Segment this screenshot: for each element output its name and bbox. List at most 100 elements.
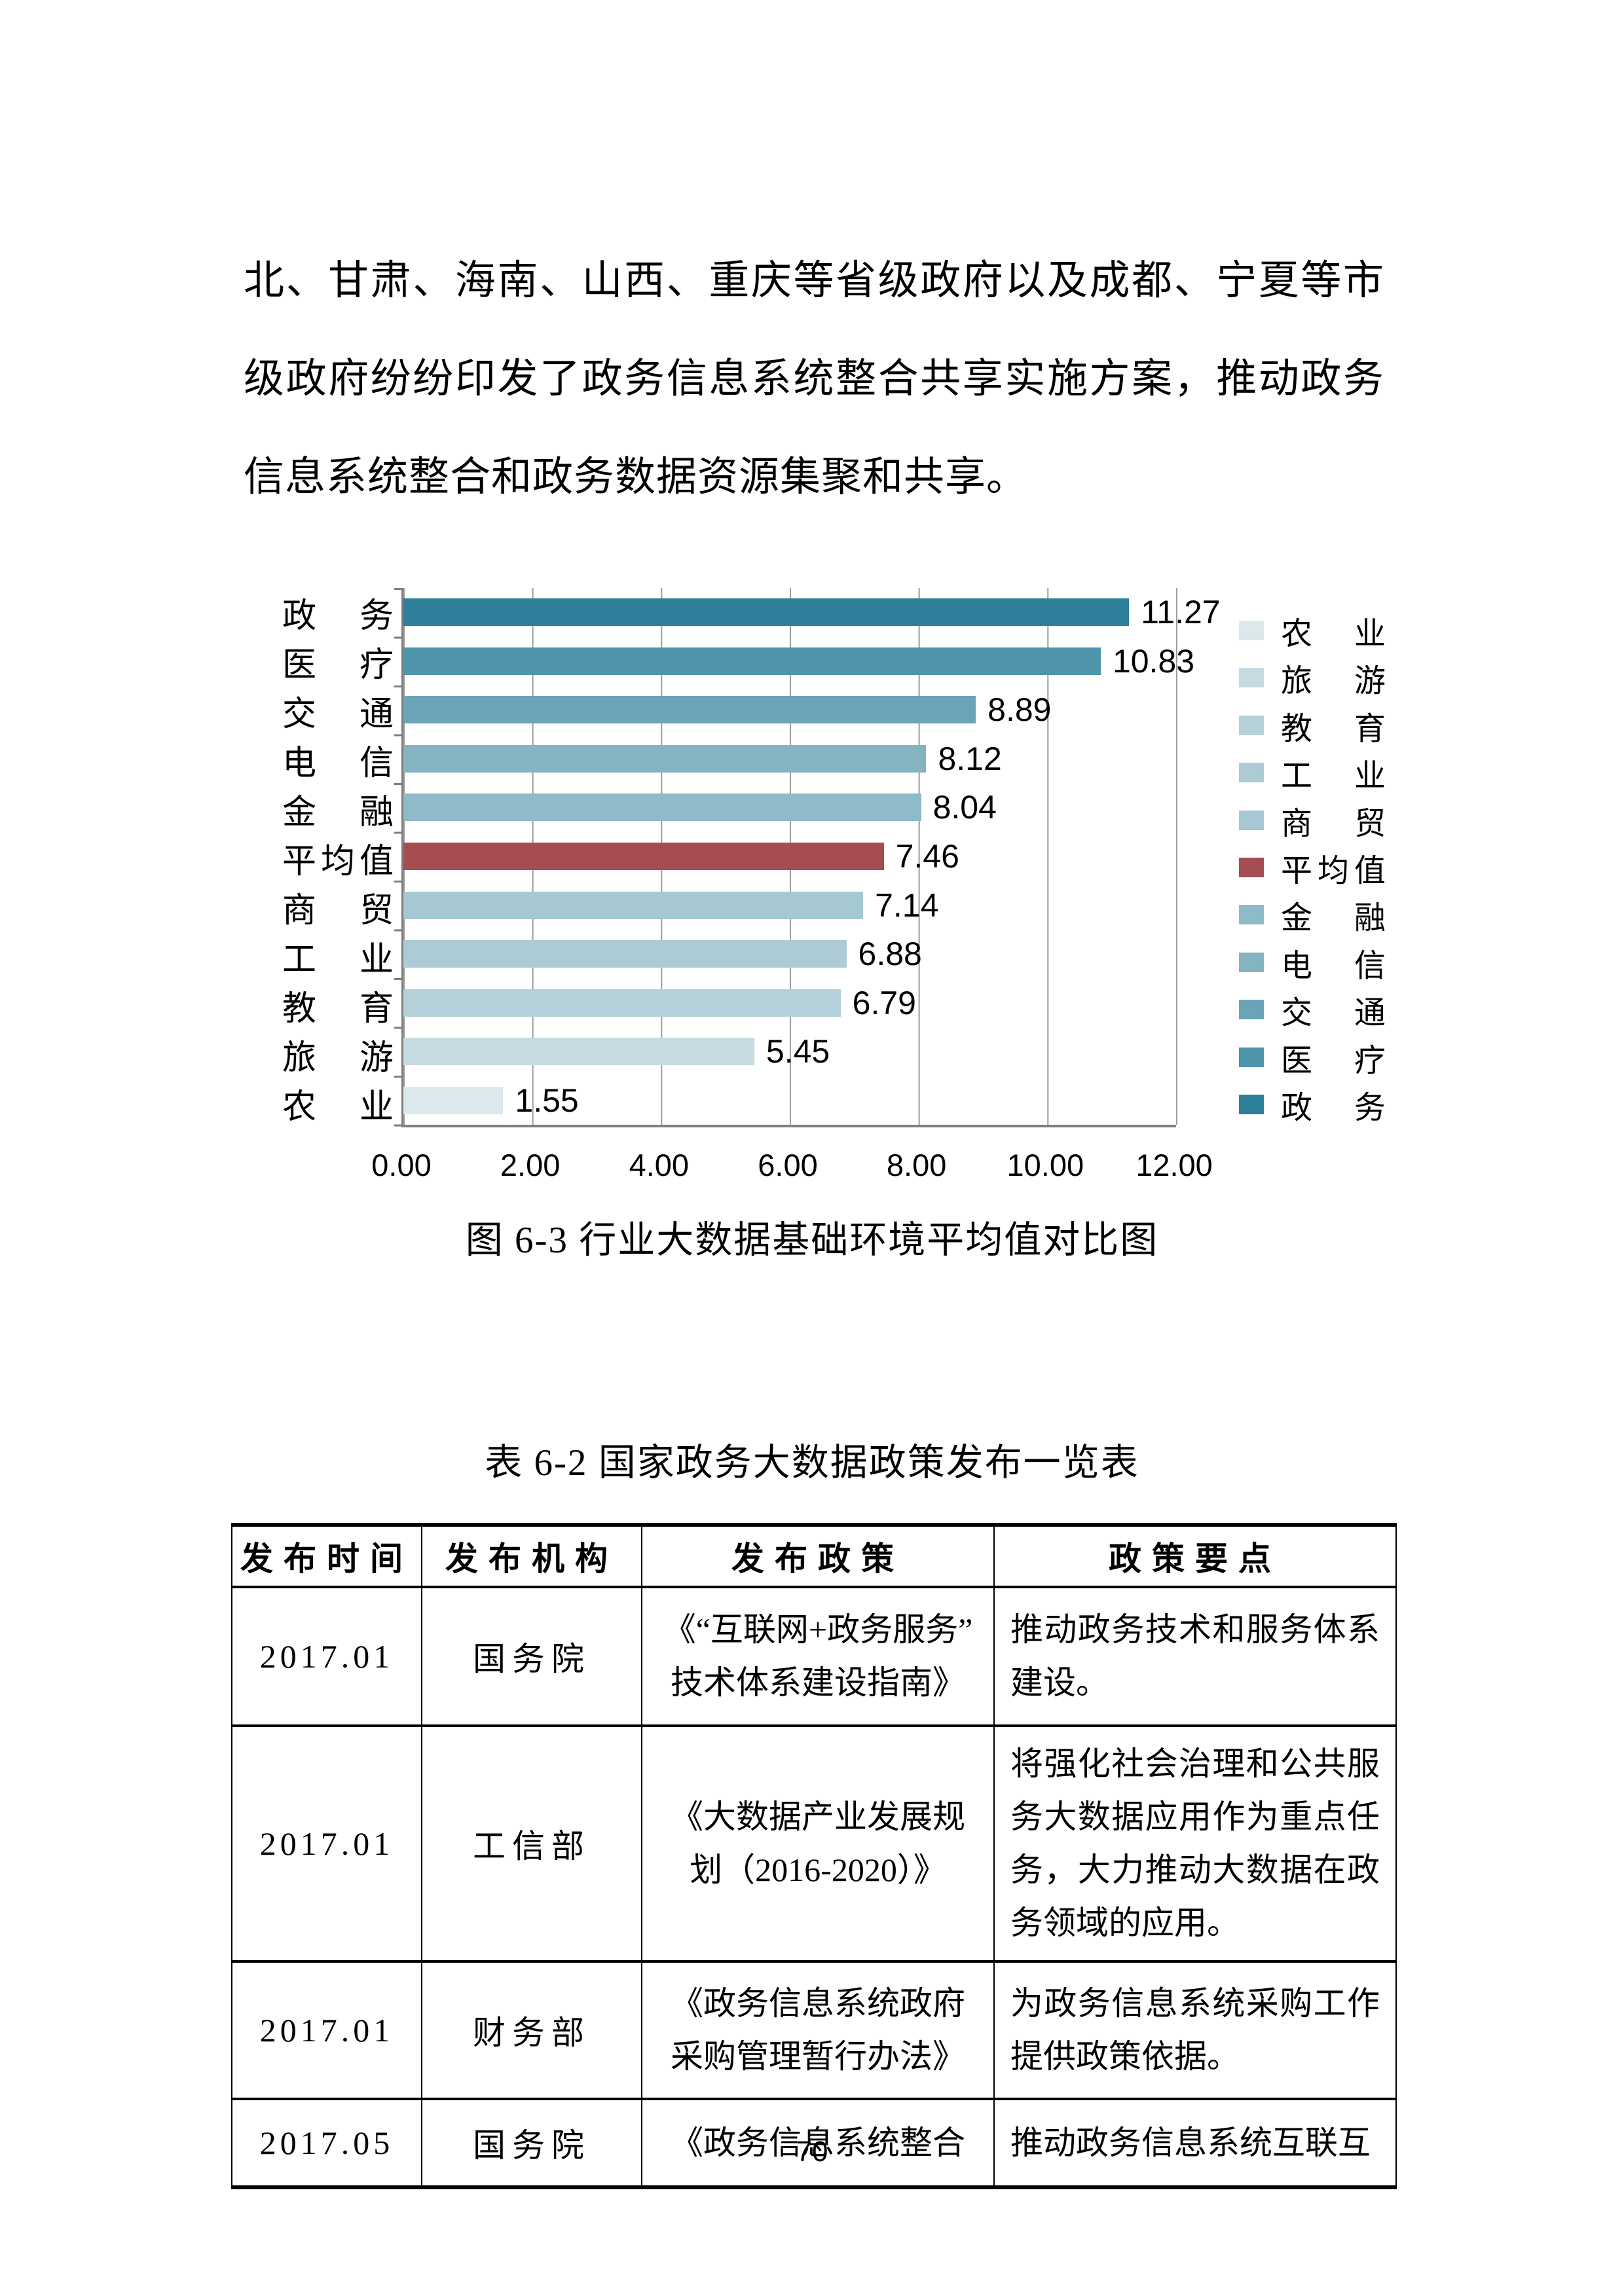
legend-label: 商贸 bbox=[1281, 806, 1386, 841]
bar-value-label: 5.45 bbox=[766, 1033, 830, 1070]
bar-教育 bbox=[403, 989, 841, 1017]
legend-label: 工业 bbox=[1281, 759, 1386, 794]
header-publish-org: 发布机构 bbox=[421, 1523, 642, 1588]
page-number: 70 bbox=[796, 2136, 828, 2168]
chart-category-label: 平均值 bbox=[282, 843, 394, 881]
legend-label: 医疗 bbox=[1281, 1043, 1386, 1078]
cell-time: 2017.01 bbox=[231, 1960, 422, 2100]
legend-label: 平均值 bbox=[1281, 853, 1386, 888]
chart-bar-row: 8.89 bbox=[403, 685, 1176, 735]
table-title: 表 6-2 国家政务大数据政策发布一览表 bbox=[485, 1442, 1139, 1484]
bar-value-label: 8.04 bbox=[932, 789, 997, 826]
chart-category-label: 商贸 bbox=[282, 892, 394, 930]
chart-bar-row: 8.04 bbox=[403, 783, 1176, 832]
legend-swatch bbox=[1239, 810, 1264, 830]
policy-table: 发布时间 发布机构 发布政策 政策要点 2017.01 国务院 《“互联网+政务… bbox=[231, 1523, 1397, 2189]
legend-swatch bbox=[1239, 1047, 1264, 1067]
legend-label: 交通 bbox=[1281, 996, 1386, 1031]
chart-category-label: 医疗 bbox=[282, 647, 394, 684]
header-policy-points: 政策要点 bbox=[993, 1523, 1397, 1588]
bar-交通 bbox=[403, 696, 976, 724]
chart-category-label: 电信 bbox=[282, 745, 394, 782]
chart-category-label: 旅游 bbox=[282, 1040, 394, 1077]
legend-swatch bbox=[1239, 1094, 1264, 1114]
chart-bar-row: 7.46 bbox=[403, 832, 1176, 881]
x-axis-tick-label: 10.00 bbox=[1006, 1148, 1084, 1182]
bar-value-label: 10.83 bbox=[1112, 642, 1195, 680]
chart-category-label: 农业 bbox=[282, 1089, 394, 1126]
table-row: 2017.05 国务院 《政务信息系统整合 推动政务信息系统互联互 bbox=[231, 2098, 1397, 2189]
cell-policy: 《政务信息系统政府 采购管理暂行办法》 bbox=[641, 1960, 995, 2100]
legend-item-医疗: 医疗 bbox=[1239, 1034, 1386, 1080]
legend-label: 电信 bbox=[1281, 948, 1386, 983]
figure-caption: 图 6-3 行业大数据基础环境平均值对比图 bbox=[465, 1220, 1159, 1261]
bar-value-label: 11.27 bbox=[1141, 594, 1221, 631]
legend-swatch bbox=[1239, 857, 1264, 877]
cell-points: 为政务信息系统采购工作提供政策依据。 bbox=[993, 1960, 1397, 2100]
legend-swatch bbox=[1239, 621, 1264, 640]
cell-points: 推动政务信息系统互联互 bbox=[993, 2098, 1397, 2189]
bar-value-label: 7.46 bbox=[895, 838, 959, 875]
x-axis-tick-label: 4.00 bbox=[629, 1148, 690, 1182]
bar-工业 bbox=[403, 940, 847, 968]
table-row: 2017.01 财务部 《政务信息系统政府 采购管理暂行办法》 为政务信息系统采… bbox=[231, 1960, 1397, 2100]
cell-org: 财务部 bbox=[421, 1960, 642, 2100]
legend-swatch bbox=[1239, 1000, 1264, 1020]
chart-bars: 11.27 10.83 8.89 8.12 8.04 7.46 7.14 6.88 6.79 5.… bbox=[403, 588, 1221, 1125]
chart-plot-area: 11.27 10.83 8.89 8.12 8.04 7.46 7.14 6.88 6.79 5.… bbox=[394, 588, 1221, 1146]
bar-电信 bbox=[403, 744, 927, 773]
cell-points: 推动政务技术和服务体系建设。 bbox=[993, 1586, 1397, 1727]
cell-org: 国务院 bbox=[421, 2098, 642, 2189]
cell-time: 2017.05 bbox=[231, 2098, 422, 2189]
chart-legend: 农业旅游教育工业商贸平均值金融电信交通医疗政务 bbox=[1239, 588, 1386, 1127]
chart-bar-row: 1.55 bbox=[403, 1076, 1176, 1125]
x-axis-tick-label: 6.00 bbox=[758, 1148, 818, 1182]
cell-org: 国务院 bbox=[421, 1586, 642, 1727]
legend-label: 教育 bbox=[1281, 711, 1386, 746]
chart-body: 政务 医疗 交通 电信 金融 平均值 商贸 工业 教育 旅游 农业 11.27 10.83 8.89 8.… bbox=[280, 588, 1407, 1146]
legend-item-政务: 政务 bbox=[1239, 1082, 1386, 1127]
legend-item-旅游: 旅游 bbox=[1239, 655, 1386, 701]
legend-swatch bbox=[1239, 952, 1264, 972]
x-axis-tick-label: 2.00 bbox=[500, 1148, 561, 1182]
cell-policy: 《大数据产业发展规 划（2016-2020）》 bbox=[641, 1724, 995, 1963]
cell-time: 2017.01 bbox=[231, 1586, 422, 1727]
x-axis-tick-label: 12.00 bbox=[1135, 1148, 1213, 1182]
bar-金融 bbox=[403, 793, 921, 822]
bar-商贸 bbox=[403, 891, 864, 919]
bar-value-label: 6.88 bbox=[858, 936, 922, 973]
legend-item-平均值: 平均值 bbox=[1239, 845, 1386, 890]
legend-label: 金融 bbox=[1281, 901, 1386, 936]
chart-bar-row: 11.27 bbox=[403, 588, 1221, 637]
legend-item-农业: 农业 bbox=[1239, 608, 1386, 653]
x-axis-tick-label: 8.00 bbox=[886, 1148, 947, 1182]
chart-bar-row: 8.12 bbox=[403, 735, 1176, 784]
chart-category-label: 交通 bbox=[282, 696, 394, 733]
chart-category-label: 教育 bbox=[282, 991, 394, 1028]
bar-value-label: 7.14 bbox=[875, 886, 939, 924]
table-row: 2017.01 工信部 《大数据产业发展规 划（2016-2020）》 将强化社… bbox=[231, 1724, 1397, 1963]
legend-label: 旅游 bbox=[1281, 664, 1386, 699]
legend-swatch bbox=[1239, 668, 1264, 688]
cell-policy: 《政务信息系统整合 bbox=[641, 2098, 995, 2189]
chart-value-axis: 0.00 2.00 4.00 6.00 8.00 10.00 12.00 bbox=[371, 1127, 1213, 1199]
legend-swatch bbox=[1239, 905, 1264, 925]
body-paragraph: 北、甘肃、海南、山西、重庆等省级政府以及成都、宁夏等市级政府纷纷印发了政务信息系… bbox=[244, 259, 1384, 500]
legend-label: 农业 bbox=[1281, 617, 1386, 651]
bar-value-label: 6.79 bbox=[852, 984, 916, 1021]
legend-item-工业: 工业 bbox=[1239, 750, 1386, 795]
cell-time: 2017.01 bbox=[231, 1724, 422, 1963]
bar-平均值 bbox=[403, 843, 884, 870]
chart-bar-row: 6.88 bbox=[403, 930, 1176, 979]
bar-旅游 bbox=[403, 1038, 754, 1066]
bar-value-label: 8.12 bbox=[938, 740, 1002, 777]
bar-value-label: 8.89 bbox=[987, 691, 1052, 729]
chart-bar-row: 6.79 bbox=[403, 978, 1176, 1027]
legend-swatch bbox=[1239, 763, 1264, 783]
bar-政务 bbox=[403, 598, 1130, 627]
cell-org: 工信部 bbox=[421, 1724, 642, 1963]
chart-category-label: 政务 bbox=[282, 598, 394, 635]
legend-item-金融: 金融 bbox=[1239, 892, 1386, 938]
legend-item-电信: 电信 bbox=[1239, 939, 1386, 985]
legend-item-教育: 教育 bbox=[1239, 702, 1386, 748]
